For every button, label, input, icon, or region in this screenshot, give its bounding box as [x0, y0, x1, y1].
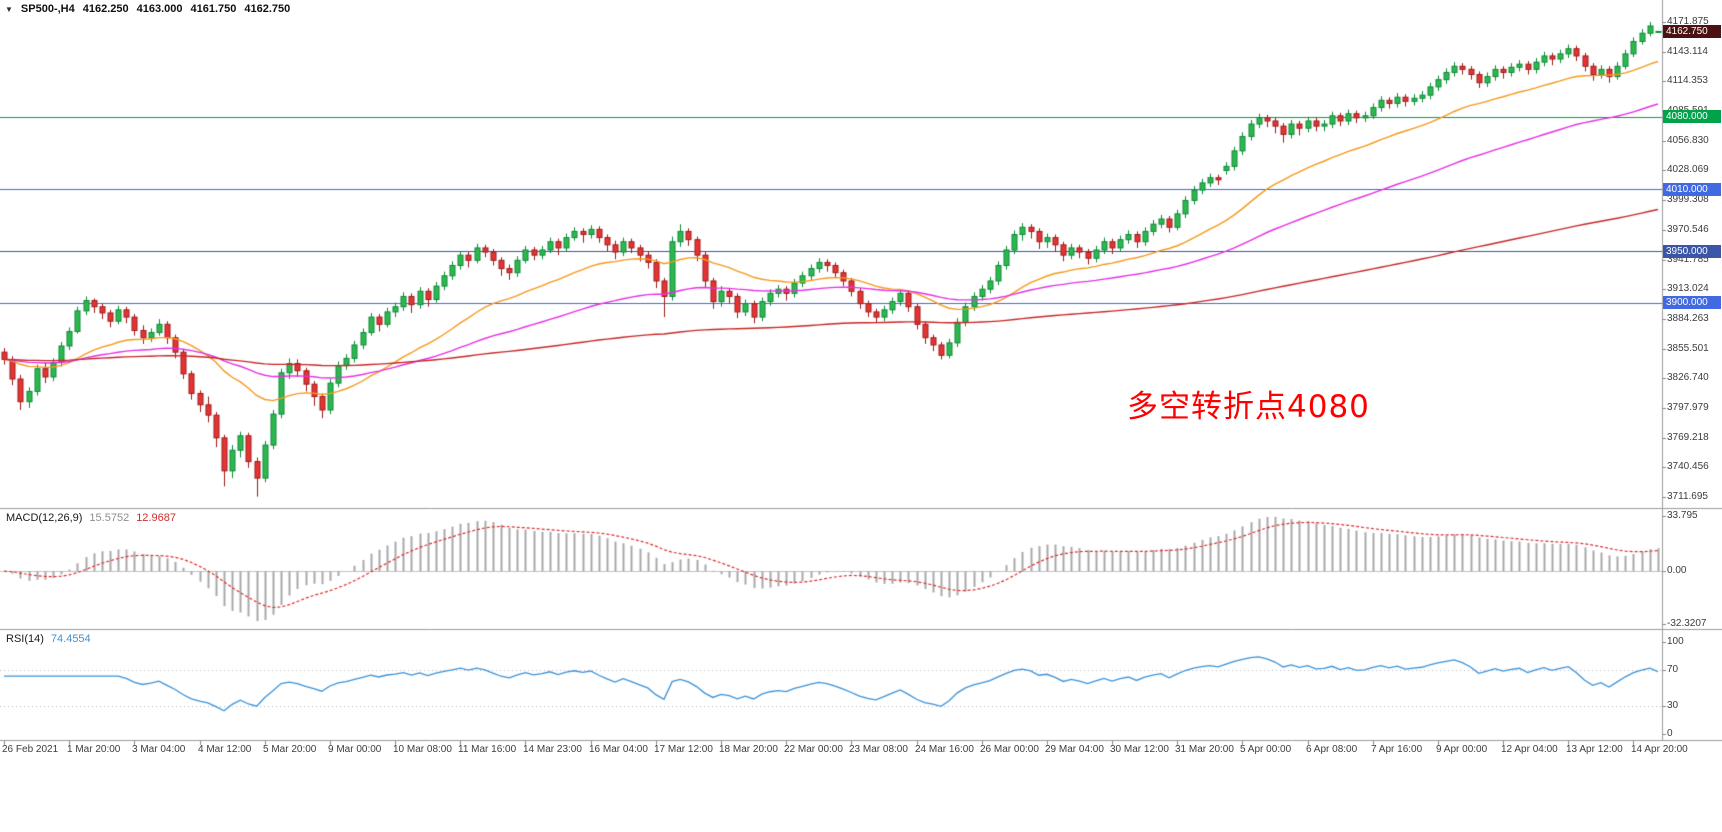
- rsi-name: RSI(14): [6, 633, 44, 645]
- time-axis-label: 22 Mar 00:00: [784, 744, 843, 755]
- price-axis-label: 4171.875: [1667, 16, 1709, 27]
- quote-bar: ▼ SP500-,H4 4162.250 4163.000 4161.750 4…: [5, 3, 290, 15]
- symbol-timeframe-label: SP500-,H4: [20, 3, 75, 15]
- price-axis-label: 4028.069: [1667, 164, 1709, 176]
- quote-close: 4162.750: [244, 3, 291, 15]
- price-axis-label: 3740.456: [1667, 461, 1709, 473]
- level-price-tag[interactable]: 4080.000: [1663, 110, 1721, 123]
- quote-open: 4162.250: [82, 3, 129, 15]
- rsi-indicator-label: RSI(14) 74.4554: [6, 633, 91, 645]
- rsi-axis-label: 70: [1667, 663, 1679, 675]
- price-axis-label: 3826.740: [1667, 372, 1709, 384]
- time-axis-label: 6 Apr 08:00: [1306, 744, 1358, 755]
- macd-axis-label: -32.3207: [1667, 618, 1707, 629]
- price-axis-label: 3855.501: [1667, 342, 1709, 354]
- macd-name: MACD(12,26,9): [6, 512, 83, 524]
- time-axis-label: 9 Mar 00:00: [328, 744, 382, 755]
- time-axis-label: 17 Mar 12:00: [654, 744, 713, 755]
- time-axis-label: 3 Mar 04:00: [132, 744, 186, 755]
- time-axis-label: 31 Mar 20:00: [1175, 744, 1234, 755]
- rsi-axis-label: 100: [1667, 636, 1684, 647]
- time-axis-label: 4 Mar 12:00: [198, 744, 252, 755]
- level-price-tag[interactable]: 3950.000: [1663, 245, 1721, 258]
- price-axis-label: 3941.785: [1667, 253, 1709, 265]
- macd-signal-value: 12.9687: [136, 512, 176, 524]
- time-axis-label: 14 Apr 20:00: [1631, 744, 1688, 755]
- symbol-collapse-icon[interactable]: ▼: [5, 4, 13, 14]
- macd-axis-label: 33.795: [1667, 510, 1698, 521]
- time-axis-label: 26 Feb 2021: [2, 744, 59, 755]
- time-axis-label: 7 Apr 16:00: [1371, 744, 1423, 755]
- time-axis-label: 24 Mar 16:00: [915, 744, 974, 755]
- price-axis-label: 4114.353: [1667, 75, 1708, 87]
- quote-high: 4163.000: [136, 3, 183, 15]
- price-axis-label: 3970.546: [1667, 223, 1709, 235]
- time-axis-label: 5 Apr 00:00: [1240, 744, 1292, 755]
- price-axis-label: 3711.695: [1667, 491, 1708, 502]
- time-axis-label: 12 Apr 04:00: [1501, 744, 1558, 755]
- chart-annotation-text: 多空转折点4080: [1127, 389, 1370, 425]
- quote-low: 4161.750: [190, 3, 237, 15]
- macd-axis-label: 0.00: [1667, 565, 1687, 577]
- rsi-value: 74.4554: [50, 633, 91, 645]
- price-axis-label: 3913.024: [1667, 283, 1709, 295]
- time-axis-label: 23 Mar 08:00: [849, 744, 908, 755]
- rsi-axis-label: 30: [1667, 700, 1679, 712]
- price-axis-label: 3797.979: [1667, 401, 1709, 413]
- price-axis-label: 3769.218: [1667, 431, 1709, 443]
- time-axis-label: 10 Mar 08:00: [393, 744, 452, 755]
- time-axis-label: 9 Apr 00:00: [1436, 744, 1488, 755]
- time-axis-label: 16 Mar 04:00: [589, 744, 648, 755]
- level-price-tag[interactable]: 3900.000: [1663, 296, 1721, 309]
- price-axis-label: 4056.830: [1667, 134, 1709, 146]
- time-axis-label: 1 Mar 20:00: [67, 744, 121, 755]
- time-axis-label: 13 Apr 12:00: [1566, 744, 1623, 755]
- current-price-tag: 4162.750: [1663, 25, 1721, 38]
- time-axis-label: 26 Mar 00:00: [980, 744, 1039, 755]
- macd-indicator-label: MACD(12,26,9) 15.5752 12.9687: [6, 512, 176, 524]
- price-axis-label: 3999.308: [1667, 194, 1709, 206]
- rsi-axis-label: 0: [1667, 728, 1673, 739]
- time-axis-label: 14 Mar 23:00: [523, 744, 582, 755]
- time-axis-label: 18 Mar 20:00: [719, 744, 778, 755]
- price-axis-label: 3884.263: [1667, 312, 1709, 324]
- time-axis-label: 29 Mar 04:00: [1045, 744, 1104, 755]
- time-axis-label: 11 Mar 16:00: [458, 744, 517, 755]
- price-axis-label: 4143.114: [1667, 45, 1708, 57]
- time-axis-label: 30 Mar 12:00: [1110, 744, 1169, 755]
- macd-main-value: 15.5752: [89, 512, 130, 524]
- time-axis-label: 5 Mar 20:00: [263, 744, 317, 755]
- level-price-tag[interactable]: 4010.000: [1663, 183, 1721, 196]
